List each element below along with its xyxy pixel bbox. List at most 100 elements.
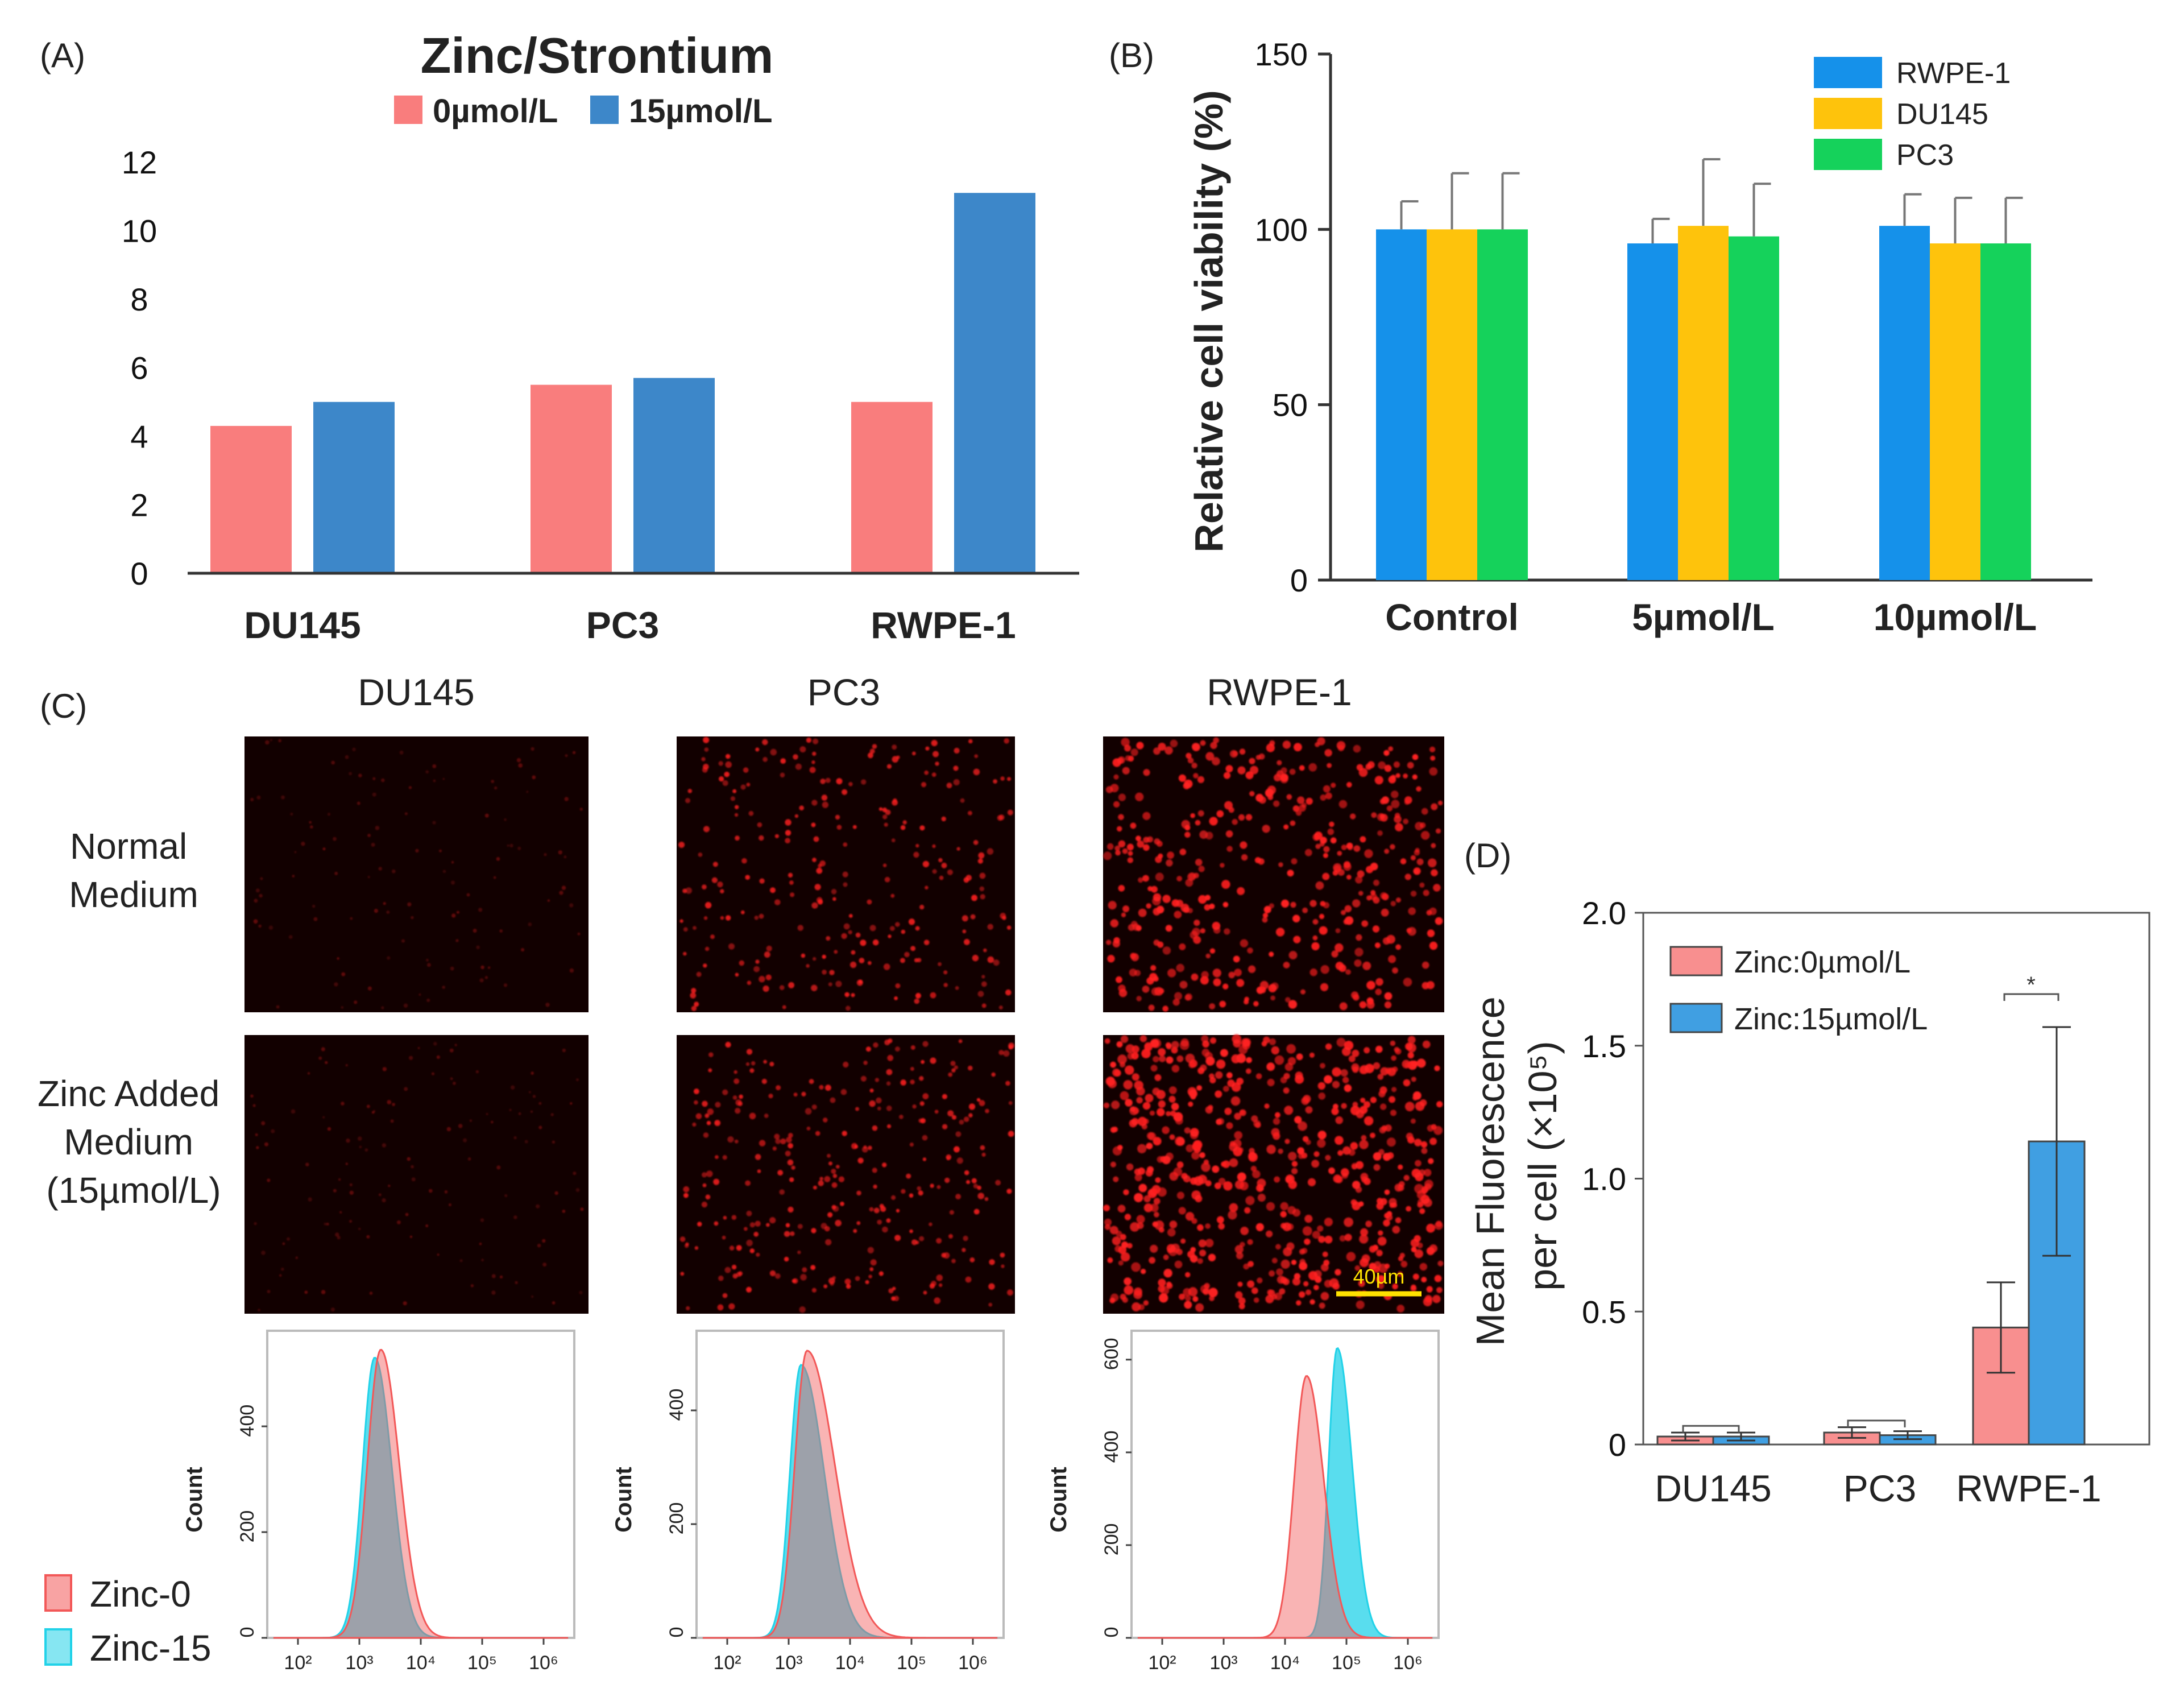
panel-a-y-tick-1: 2 (130, 487, 148, 523)
panel-d-y-tick-3: 1.5 (1582, 1028, 1626, 1064)
panel-c-microscopy-and-histograms: (C) DU145 PC3 RWPE-1 Normal Medium Zinc … (38, 671, 1444, 1674)
row-label-zinc-added-medium: Zinc Added Medium (15µmol/L) (38, 1073, 230, 1211)
histogram-0-x-tick-0: 10² (284, 1652, 312, 1674)
image-pc3-zinc (677, 1035, 1015, 1314)
panel-d-category-PC3: PC3 (1843, 1467, 1916, 1509)
histogram-2-y-tick-0: 0 (1101, 1627, 1122, 1638)
panel-d-label: (D) (1464, 837, 1511, 875)
image-du145-zinc (244, 1035, 589, 1314)
panel-a-legend-label-1: 15µmol/L (629, 93, 773, 130)
panel-a-bar-0µmol/L-PC3 (531, 384, 612, 573)
panel-b-legend-label-0: RWPE-1 (1896, 57, 2011, 90)
image-rwpe1-normal (1103, 736, 1444, 1012)
panel-d-legend-swatch-1 (1669, 1003, 1723, 1033)
histogram-1-y-tick-1: 200 (666, 1503, 687, 1535)
histogram-0-x-tick-2: 10⁴ (406, 1652, 436, 1674)
panel-b-label: (B) (1109, 36, 1154, 74)
panel-d-bar-chart: (D) Mean Fluorescence per cell (×10⁵) 00… (1464, 837, 2150, 1509)
panel-b-bar-PC3-0 (1477, 229, 1528, 580)
microscopy-image-grid (244, 736, 1444, 1314)
panel-b-bars (1376, 158, 2031, 581)
panel-a-y-tick-3: 6 (130, 350, 148, 386)
histogram-1-zinc0-curve (702, 1350, 998, 1639)
panel-d-y-tick-0: 0 (1609, 1427, 1626, 1463)
significance-star: * (2026, 972, 2036, 997)
histogram-2-zinc0-curve (1137, 1375, 1433, 1639)
panel-b-y-tick-3: 150 (1255, 36, 1308, 72)
histogram-0-y-tick-0: 0 (237, 1627, 258, 1638)
panel-a-y-tick-2: 4 (130, 419, 148, 454)
histogram-RWPE-1: 0 200 400 600 Count 10² 10³ 10⁴ 10⁵ 10⁶ (1046, 1330, 1440, 1674)
panel-d-category-RWPE-1: RWPE-1 (1956, 1467, 2102, 1509)
significance-brackets: * (1682, 972, 2059, 1433)
histogram-1-y-tick-2: 400 (666, 1389, 687, 1421)
histogram-1-x-tick-2: 10⁴ (835, 1652, 865, 1674)
histogram-2-y-tick-1: 200 (1101, 1524, 1122, 1556)
image-rwpe1-zinc (1103, 1034, 1444, 1314)
histogram-1-x-tick-3: 10⁵ (897, 1652, 926, 1674)
image-du145-normal (244, 736, 589, 1012)
histogram-0-y-tick-2: 400 (237, 1405, 258, 1437)
panel-b-bar-PC3-1 (1729, 236, 1779, 581)
histogram-0-zinc0-curve (273, 1348, 569, 1639)
panel-b-bar-chart: (B) Relative cell viability (%) 0 50 100 15… (1109, 36, 2092, 638)
panel-b-y-tick-0: 0 (1290, 562, 1308, 598)
panel-a-legend-label-0: 0µmol/L (433, 93, 558, 130)
panel-b-bar-DU145-1 (1678, 226, 1729, 581)
panel-d-y-ticks: 0 0.5 1.0 1.5 2.0 (1582, 895, 1643, 1463)
panel-a-legend-swatch-0 (394, 96, 422, 124)
panel-d-category-DU145: DU145 (1655, 1467, 1771, 1509)
panel-a-bar-0µmol/L-RWPE-1 (851, 402, 933, 573)
panel-b-bar-DU145-0 (1427, 229, 1477, 580)
panel-a-bar-chart: (A) Zinc/Strontium 0µmol/L 15µmol/L 0 2 4 6 8… (40, 27, 1079, 646)
histogram-2-x-tick-1: 10³ (1209, 1652, 1237, 1674)
panel-a-bars (210, 193, 1035, 574)
panel-d-category-labels: DU145 PC3 RWPE-1 (1655, 1467, 2101, 1509)
histogram-2-x-tick-4: 10⁶ (1393, 1652, 1423, 1674)
panel-a-title: Zinc/Strontium (421, 27, 774, 84)
histogram-1-x-tick-1: 10³ (774, 1652, 802, 1674)
panel-b-legend-label-1: DU145 (1896, 98, 1988, 131)
panel-a-legend-swatch-1 (590, 96, 619, 124)
histogram-2-x-tick-3: 10⁵ (1332, 1652, 1361, 1674)
histogram-legend-label-0: Zinc-0 (90, 1574, 191, 1615)
histogram-0-x-tick-4: 10⁶ (529, 1652, 558, 1674)
histogram-frame-0 (266, 1330, 575, 1639)
histogram-PC3: 0 200 400 Count 10² 10³ 10⁴ 10⁵ 10⁶ (611, 1330, 1005, 1674)
panel-a-bar-15µmol/L-PC3 (633, 378, 715, 573)
panel-a-label: (A) (40, 36, 85, 74)
panel-b-legend-swatch-2 (1814, 139, 1882, 170)
panel-a-category-labels: DU145 PC3 RWPE-1 (244, 604, 1016, 646)
histogram-legend: Zinc-0 Zinc-15 (44, 1574, 211, 1669)
histogram-0-y-label: Count (182, 1467, 207, 1533)
panel-a-bar-15µmol/L-RWPE-1 (954, 193, 1035, 574)
panel-a-category-RWPE-1: RWPE-1 (871, 604, 1016, 646)
histogram-2-x-tick-0: 10² (1148, 1652, 1176, 1674)
panel-b-category-0: Control (1385, 596, 1519, 638)
panel-b-category-1: 5µmol/L (1632, 596, 1775, 638)
histogram-1-y-label: Count (611, 1467, 636, 1533)
panel-c-label: (C) (40, 687, 87, 725)
image-pc3-normal (677, 736, 1015, 1012)
panel-b-y-tick-2: 100 (1255, 212, 1308, 247)
significance-bracket-2 (2003, 993, 2059, 1001)
panel-d-legend-label-1: Zinc:15µmol/L (1734, 1002, 1928, 1036)
scale-bar: 40µm (1336, 1265, 1422, 1297)
histogram-1-x-tick-0: 10² (713, 1652, 741, 1674)
panel-a-y-tick-0: 0 (130, 556, 148, 591)
histogram-2-x-tick-2: 10⁴ (1270, 1652, 1300, 1674)
histogram-1-x-tick-4: 10⁶ (958, 1652, 988, 1674)
panel-d-y-tick-2: 1.0 (1582, 1161, 1626, 1197)
panel-b-bar-DU145-2 (1930, 243, 1980, 580)
histogram-0-y-tick-1: 200 (237, 1510, 258, 1543)
column-title-du145: DU145 (358, 671, 474, 713)
histogram-legend-swatch-1 (44, 1628, 72, 1666)
panel-b-category-labels: Control 5µmol/L 10µmol/L (1385, 596, 2037, 638)
panel-a-category-PC3: PC3 (586, 604, 659, 646)
panel-b-legend-swatch-1 (1814, 98, 1882, 129)
panel-b-bar-RWPE-1-0 (1376, 229, 1427, 580)
panel-b-y-ticks: 0 50 100 150 (1255, 36, 1331, 598)
panel-a-bar-0µmol/L-DU145 (210, 425, 292, 573)
panel-a-y-tick-4: 8 (130, 282, 148, 317)
